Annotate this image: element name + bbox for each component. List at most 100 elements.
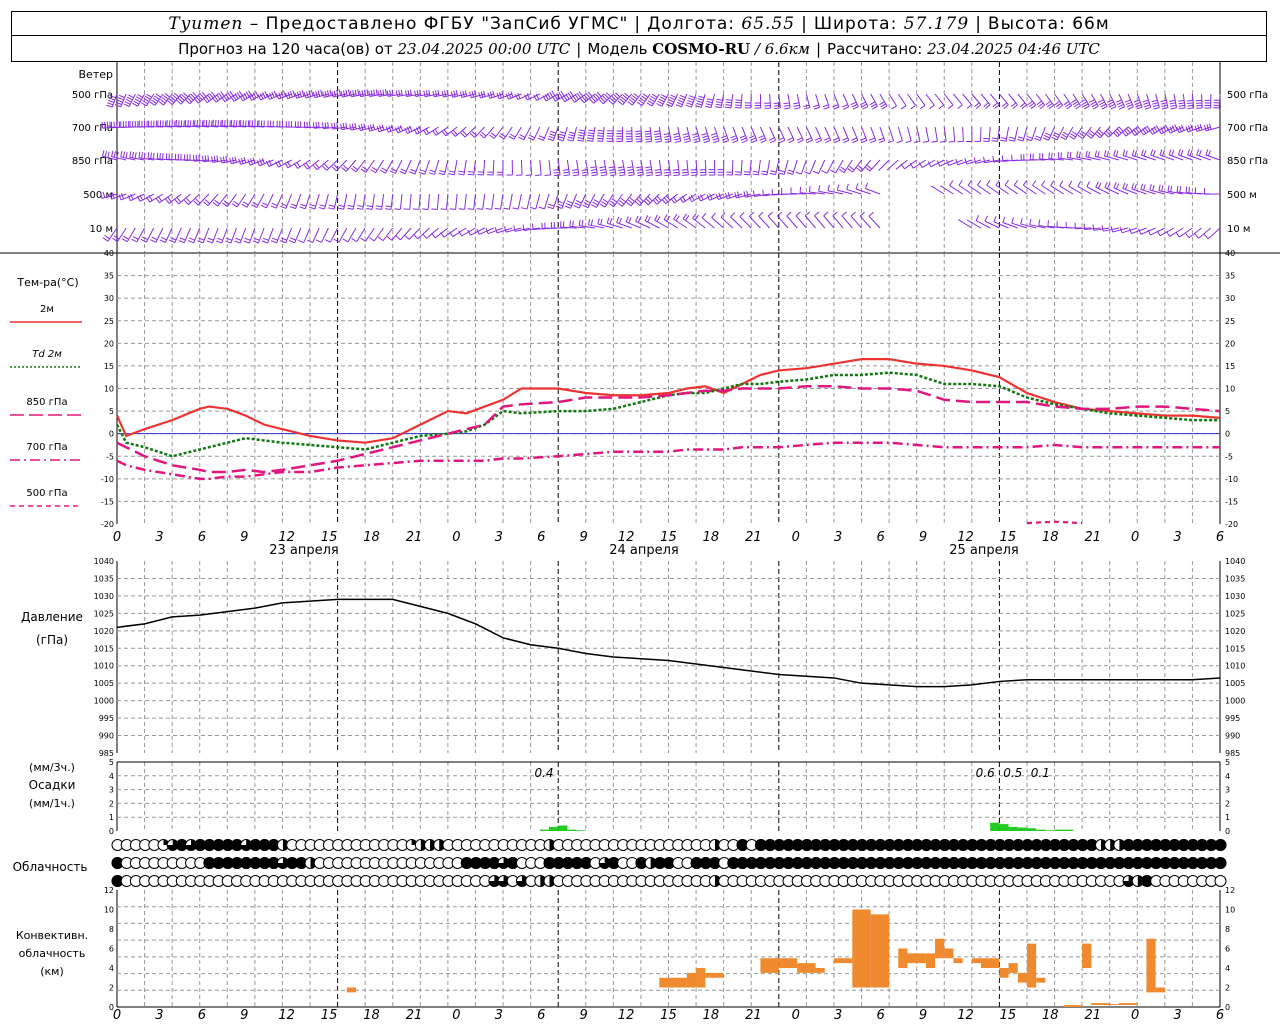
wind-barb	[957, 126, 964, 143]
wind-barb-feather	[397, 126, 401, 133]
wind-barb	[212, 119, 228, 128]
wind-barb	[1168, 149, 1184, 161]
wind-barb-feather	[217, 120, 220, 127]
wind-barb-feather	[409, 171, 416, 175]
wind-barb-feather	[390, 167, 397, 172]
wind-barb	[1113, 149, 1129, 161]
wind-barb-feather	[297, 239, 304, 244]
wind-barb-feather	[1112, 131, 1118, 138]
wind-barb	[711, 212, 724, 229]
wind-barb-feather	[1131, 149, 1135, 156]
wind-barb-feather	[1050, 180, 1055, 186]
wind-barb-staff	[943, 126, 947, 142]
wind-barb	[203, 193, 219, 207]
wind-barb	[769, 159, 780, 176]
wind-barb	[1029, 153, 1046, 161]
temp-series-line	[116, 441, 1220, 481]
conv-xtick: 21	[406, 1008, 423, 1023]
wind-barb-feather	[793, 102, 800, 105]
wind-barb-feather	[306, 91, 309, 98]
wind-barb-feather	[252, 240, 259, 244]
wind-barb-staff	[939, 159, 954, 167]
cloud-fill	[516, 875, 528, 887]
wind-barb-feather	[537, 137, 544, 141]
wind-barb-feather	[129, 151, 132, 158]
wind-barb-feather	[395, 235, 401, 241]
wind-barb	[616, 216, 632, 229]
wind-barb-feather	[305, 162, 310, 168]
wind-barb-staff	[809, 159, 817, 175]
wind-barb-feather	[360, 237, 366, 242]
conv-bar	[1155, 987, 1165, 993]
wind-barb-feather	[262, 92, 266, 98]
wind-barb-feather	[358, 90, 362, 97]
wind-barb	[796, 126, 804, 144]
wind-barb	[578, 219, 596, 229]
pressure-ytick-right: 1015	[1225, 644, 1245, 653]
wind-barb	[836, 184, 853, 195]
wind-barb-feather	[172, 94, 178, 100]
conv-xtick: 15	[321, 1008, 338, 1023]
wind-barb-feather	[655, 174, 662, 177]
cloud-symbol	[240, 839, 253, 851]
wind-barb-feather	[636, 168, 643, 171]
wind-barb	[422, 227, 440, 239]
wind-barb	[606, 217, 623, 229]
wind-barb-feather	[1169, 99, 1176, 102]
wind-barb-staff	[1127, 93, 1134, 108]
wind-barb-feather	[223, 200, 230, 205]
wind-barb-staff	[720, 216, 734, 229]
wind-barb-staff	[878, 159, 890, 171]
wind-barb-staff	[1068, 185, 1083, 195]
wind-barb-feather	[225, 155, 228, 163]
wind-barb	[743, 159, 752, 176]
wind-barb-feather	[1178, 102, 1185, 105]
wind-barb-staff	[400, 227, 412, 241]
wind-barb-staff	[897, 126, 903, 142]
wind-barb	[123, 93, 136, 108]
wind-barb	[231, 193, 247, 208]
wind-barb-feather	[469, 91, 472, 98]
wind-barb	[221, 90, 237, 103]
wind-barb	[485, 193, 495, 210]
wind-barb-feather	[1143, 102, 1150, 105]
wind-barb-feather	[602, 198, 609, 203]
cloud-fill	[185, 839, 197, 851]
wind-barb-feather	[609, 218, 613, 225]
temp-xtick: 6	[1216, 530, 1224, 545]
wind-barb-feather	[107, 102, 114, 106]
conv-ytick-left: 2	[109, 984, 114, 993]
wind-barb-feather	[682, 132, 689, 136]
wind-barb-feather	[645, 166, 652, 169]
wind-barb-feather	[1159, 149, 1163, 156]
wind-barb	[505, 91, 522, 100]
wind-barb-feather	[815, 139, 822, 144]
wind-barb-feather	[673, 174, 680, 177]
wind-barb-feather	[328, 207, 335, 210]
wind-barb-feather	[1190, 124, 1194, 131]
wind-barb-feather	[232, 94, 237, 101]
wind-barb	[1068, 126, 1083, 140]
wind-barb-feather	[1203, 234, 1209, 240]
wind-barb-feather	[664, 174, 671, 177]
wind-barb-feather	[126, 96, 133, 101]
wind-barb-feather	[151, 99, 157, 104]
wind-barb-feather	[936, 160, 941, 167]
temp-ytick-right: 30	[1225, 294, 1235, 303]
model-label: Модель	[587, 39, 648, 58]
wind-barb	[814, 126, 823, 144]
wind-barb	[581, 159, 589, 177]
wind-barb-feather	[830, 169, 836, 174]
precip-ytick-left: 1	[109, 813, 114, 822]
wind-barb-feather	[315, 121, 318, 129]
wind-barb-staff	[154, 93, 164, 106]
wind-barb	[560, 221, 577, 229]
wind-barb-feather	[1161, 185, 1164, 192]
wind-barb	[936, 159, 954, 167]
wind-barb	[841, 211, 853, 229]
temp-ytick-right: 40	[1225, 249, 1235, 258]
wind-barb	[596, 126, 605, 142]
wind-barb-feather	[627, 168, 634, 171]
wind-barb-feather	[609, 174, 617, 177]
wind-barb-feather	[761, 173, 768, 176]
